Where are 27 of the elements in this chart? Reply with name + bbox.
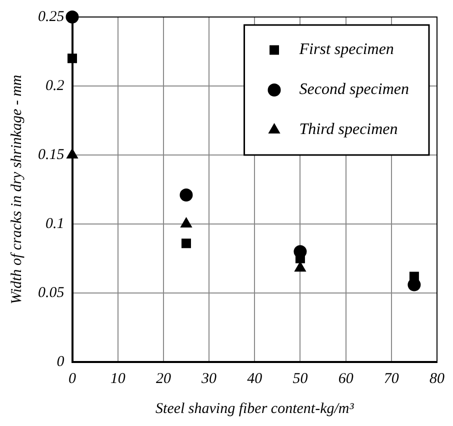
legend-label: Third specimen xyxy=(299,121,398,138)
point xyxy=(68,54,77,64)
x-tick-label: 60 xyxy=(338,370,354,387)
x-tick-label: 50 xyxy=(292,370,308,387)
point xyxy=(180,218,192,228)
point xyxy=(181,238,191,248)
x-axis-title: Steel shaving fiber content-kg/m³ xyxy=(156,400,354,417)
y-tick-label: 0.25 xyxy=(38,8,65,25)
y-tick-label: 0.05 xyxy=(38,284,65,301)
point xyxy=(180,188,193,202)
x-tick-label: 40 xyxy=(247,370,263,387)
point xyxy=(409,272,419,282)
x-tick-label: 80 xyxy=(430,370,445,387)
y-tick-label: 0.2 xyxy=(46,78,65,94)
y-axis-title: Width of cracks in dry shrinkage - mm xyxy=(8,74,25,304)
x-tick-label: 0 xyxy=(68,370,76,387)
x-tick-label: 30 xyxy=(200,370,218,387)
point xyxy=(294,262,306,272)
legend-label: First specimen xyxy=(298,41,394,58)
y-tick-label: 0.1 xyxy=(46,216,64,232)
point xyxy=(66,10,79,24)
y-tick-label: 0 xyxy=(56,354,65,370)
legend-label: Second specimen xyxy=(299,81,409,98)
x-tick-label: 70 xyxy=(384,370,400,387)
x-tick-label: 20 xyxy=(156,370,172,387)
y-tick-label: 0.15 xyxy=(38,146,65,163)
x-tick-label: 10 xyxy=(110,370,126,387)
